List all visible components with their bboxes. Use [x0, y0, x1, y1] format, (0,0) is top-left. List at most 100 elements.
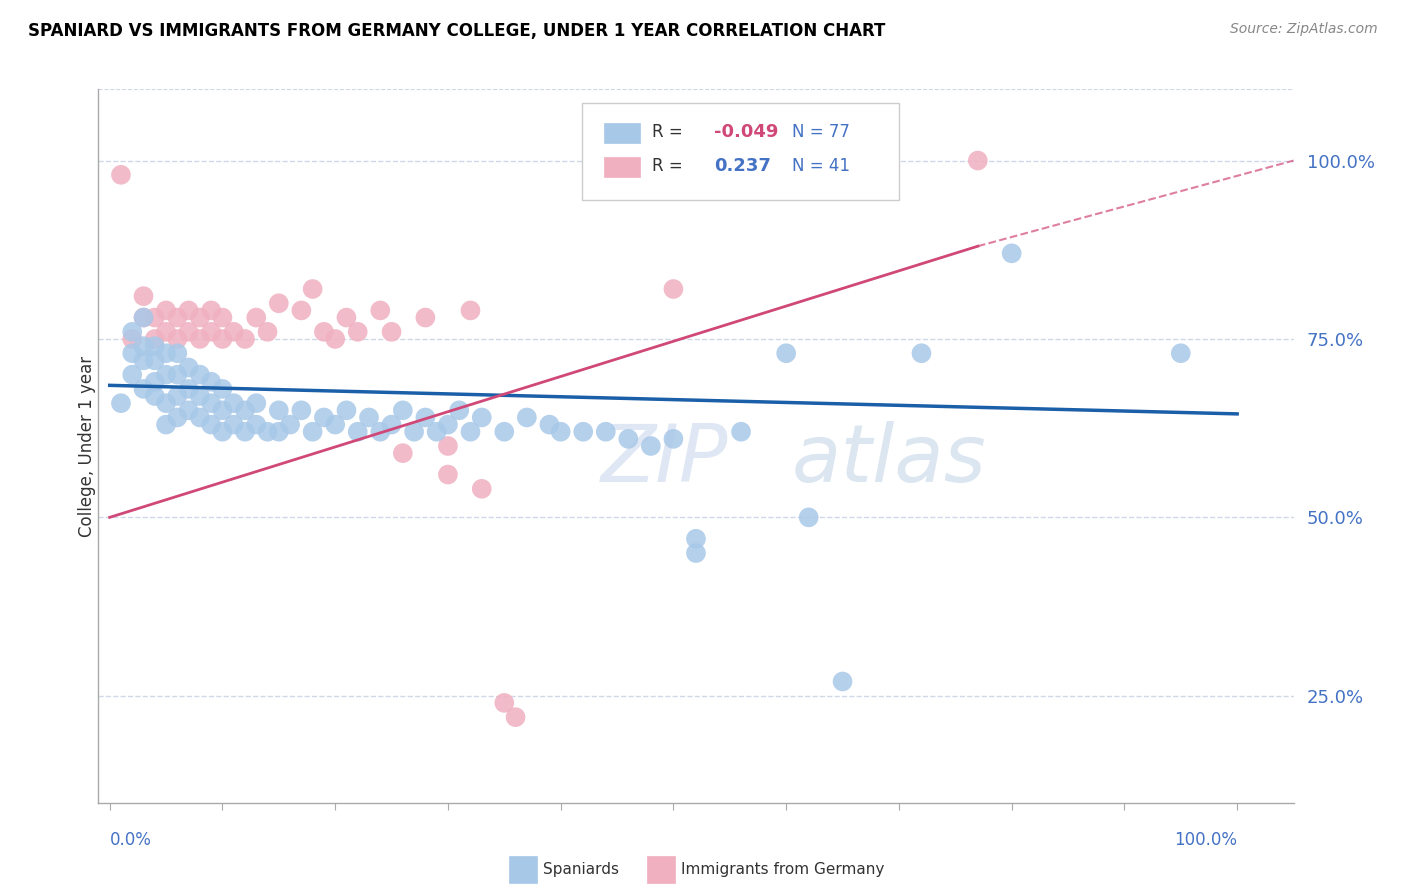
Point — [538, 417, 561, 432]
Point — [155, 325, 177, 339]
Point — [188, 310, 211, 325]
Point — [471, 482, 494, 496]
Point — [301, 282, 323, 296]
Point — [143, 310, 166, 325]
Point — [415, 310, 437, 325]
Point — [143, 332, 166, 346]
Point — [132, 382, 155, 396]
Point — [155, 417, 177, 432]
Point — [245, 310, 267, 325]
Point — [685, 546, 707, 560]
Point — [449, 403, 471, 417]
Point — [550, 425, 572, 439]
Point — [301, 425, 323, 439]
Point — [267, 403, 290, 417]
Point — [211, 425, 233, 439]
Text: 0.0%: 0.0% — [110, 831, 152, 849]
Point — [132, 353, 155, 368]
Point — [245, 396, 267, 410]
Point — [346, 325, 368, 339]
Point — [166, 389, 188, 403]
Point — [392, 446, 415, 460]
Point — [143, 389, 166, 403]
Point — [233, 425, 256, 439]
Point — [368, 425, 391, 439]
Point — [200, 396, 222, 410]
Point — [143, 375, 166, 389]
Y-axis label: College, Under 1 year: College, Under 1 year — [79, 355, 96, 537]
Point — [256, 325, 278, 339]
Point — [188, 332, 211, 346]
Point — [426, 425, 449, 439]
Point — [1001, 246, 1024, 260]
Point — [831, 674, 853, 689]
Point — [910, 346, 932, 360]
Point — [380, 325, 402, 339]
Point — [404, 425, 426, 439]
Point — [357, 410, 380, 425]
Text: -0.049: -0.049 — [714, 123, 779, 141]
Point — [177, 325, 200, 339]
Point — [290, 303, 312, 318]
Point — [290, 403, 312, 417]
Point — [121, 346, 143, 360]
Point — [110, 168, 132, 182]
Point — [730, 425, 752, 439]
Point — [346, 425, 368, 439]
Point — [143, 353, 166, 368]
Point — [392, 403, 415, 417]
Point — [132, 289, 155, 303]
Point — [177, 403, 200, 417]
Point — [132, 310, 155, 325]
Point — [437, 467, 460, 482]
Point — [121, 325, 143, 339]
Point — [505, 710, 527, 724]
Point — [121, 368, 143, 382]
Point — [685, 532, 707, 546]
Point — [471, 410, 494, 425]
Text: R =: R = — [652, 157, 688, 175]
Point — [335, 403, 357, 417]
Point — [132, 339, 155, 353]
Point — [211, 332, 233, 346]
Point — [166, 310, 188, 325]
Point — [775, 346, 797, 360]
Point — [267, 425, 290, 439]
Text: 100.0%: 100.0% — [1174, 831, 1237, 849]
Point — [335, 310, 357, 325]
Point — [256, 425, 278, 439]
Point — [200, 325, 222, 339]
Point — [245, 417, 267, 432]
Point — [662, 282, 685, 296]
Point — [595, 425, 617, 439]
Text: 0.237: 0.237 — [714, 157, 770, 175]
Point — [437, 417, 460, 432]
Point — [222, 417, 245, 432]
Text: Source: ZipAtlas.com: Source: ZipAtlas.com — [1230, 22, 1378, 37]
Text: ZIP: ZIP — [600, 421, 728, 500]
Point — [155, 396, 177, 410]
Point — [166, 332, 188, 346]
Point — [312, 410, 335, 425]
Point — [188, 368, 211, 382]
Point — [222, 396, 245, 410]
Text: Spaniards: Spaniards — [543, 863, 619, 877]
Point — [166, 346, 188, 360]
Point — [278, 417, 301, 432]
Text: N = 41: N = 41 — [792, 157, 849, 175]
Point — [966, 153, 988, 168]
Text: R =: R = — [652, 123, 688, 141]
Point — [233, 332, 256, 346]
Bar — [605, 157, 640, 177]
Point — [323, 417, 346, 432]
Point — [110, 396, 132, 410]
Text: atlas: atlas — [792, 421, 987, 500]
Point — [177, 303, 200, 318]
Point — [132, 310, 155, 325]
Point — [233, 403, 256, 417]
Point — [155, 303, 177, 318]
Point — [312, 325, 335, 339]
Point — [1170, 346, 1192, 360]
Bar — [605, 123, 640, 143]
Point — [166, 410, 188, 425]
